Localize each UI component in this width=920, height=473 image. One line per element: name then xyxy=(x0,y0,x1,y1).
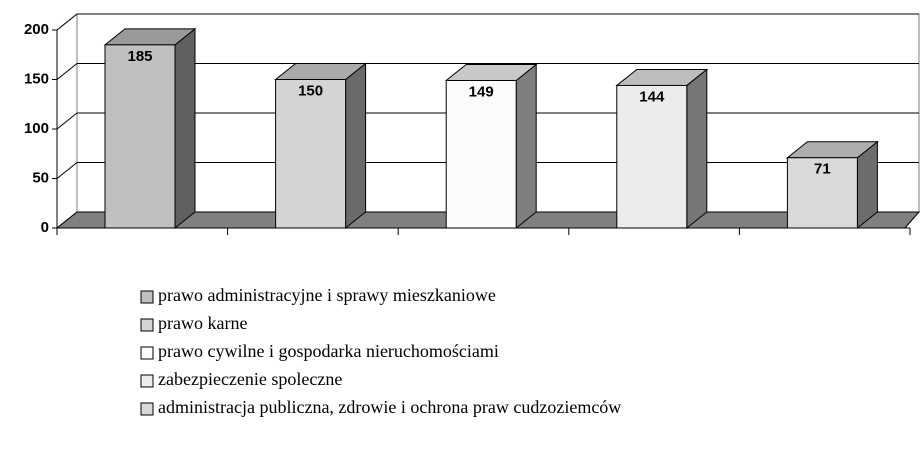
bar xyxy=(275,79,347,229)
data-label: 71 xyxy=(814,161,831,178)
bar xyxy=(786,157,858,229)
legend-label: prawo cywilne i gospodarka nieruchomości… xyxy=(158,341,499,361)
y-tick-label: 0 xyxy=(41,219,49,236)
data-label: 185 xyxy=(127,48,152,65)
data-label: 149 xyxy=(469,83,494,100)
bar xyxy=(616,84,688,229)
legend-label: administracja publiczna, zdrowie i ochro… xyxy=(158,397,621,417)
legend-swatch xyxy=(140,374,154,388)
y-tick-label: 150 xyxy=(24,70,49,87)
y-tick-label: 200 xyxy=(24,21,49,38)
legend-label: zabezpieczenie spoleczne xyxy=(158,369,342,389)
legend-swatch xyxy=(140,290,154,304)
grid-line-side xyxy=(56,112,78,130)
grid-line-side xyxy=(56,162,78,179)
bar-side xyxy=(515,63,537,230)
legend-swatch xyxy=(140,346,154,360)
legend-swatch xyxy=(140,402,154,416)
grid-line-side xyxy=(56,63,78,80)
data-label: 144 xyxy=(639,88,665,105)
data-label: 150 xyxy=(298,82,323,99)
legend-label: prawo administracyjne i sprawy mieszkani… xyxy=(158,285,496,305)
bar xyxy=(104,44,176,229)
bar xyxy=(445,79,517,229)
bar-side xyxy=(686,68,708,230)
legend-swatch xyxy=(140,318,154,332)
grid-line-side xyxy=(56,13,78,31)
bar-side xyxy=(174,27,196,230)
y-tick-label: 100 xyxy=(24,120,49,137)
bar-side xyxy=(345,62,367,230)
y-tick-label: 50 xyxy=(32,169,49,186)
legend-label: prawo karne xyxy=(158,313,247,333)
